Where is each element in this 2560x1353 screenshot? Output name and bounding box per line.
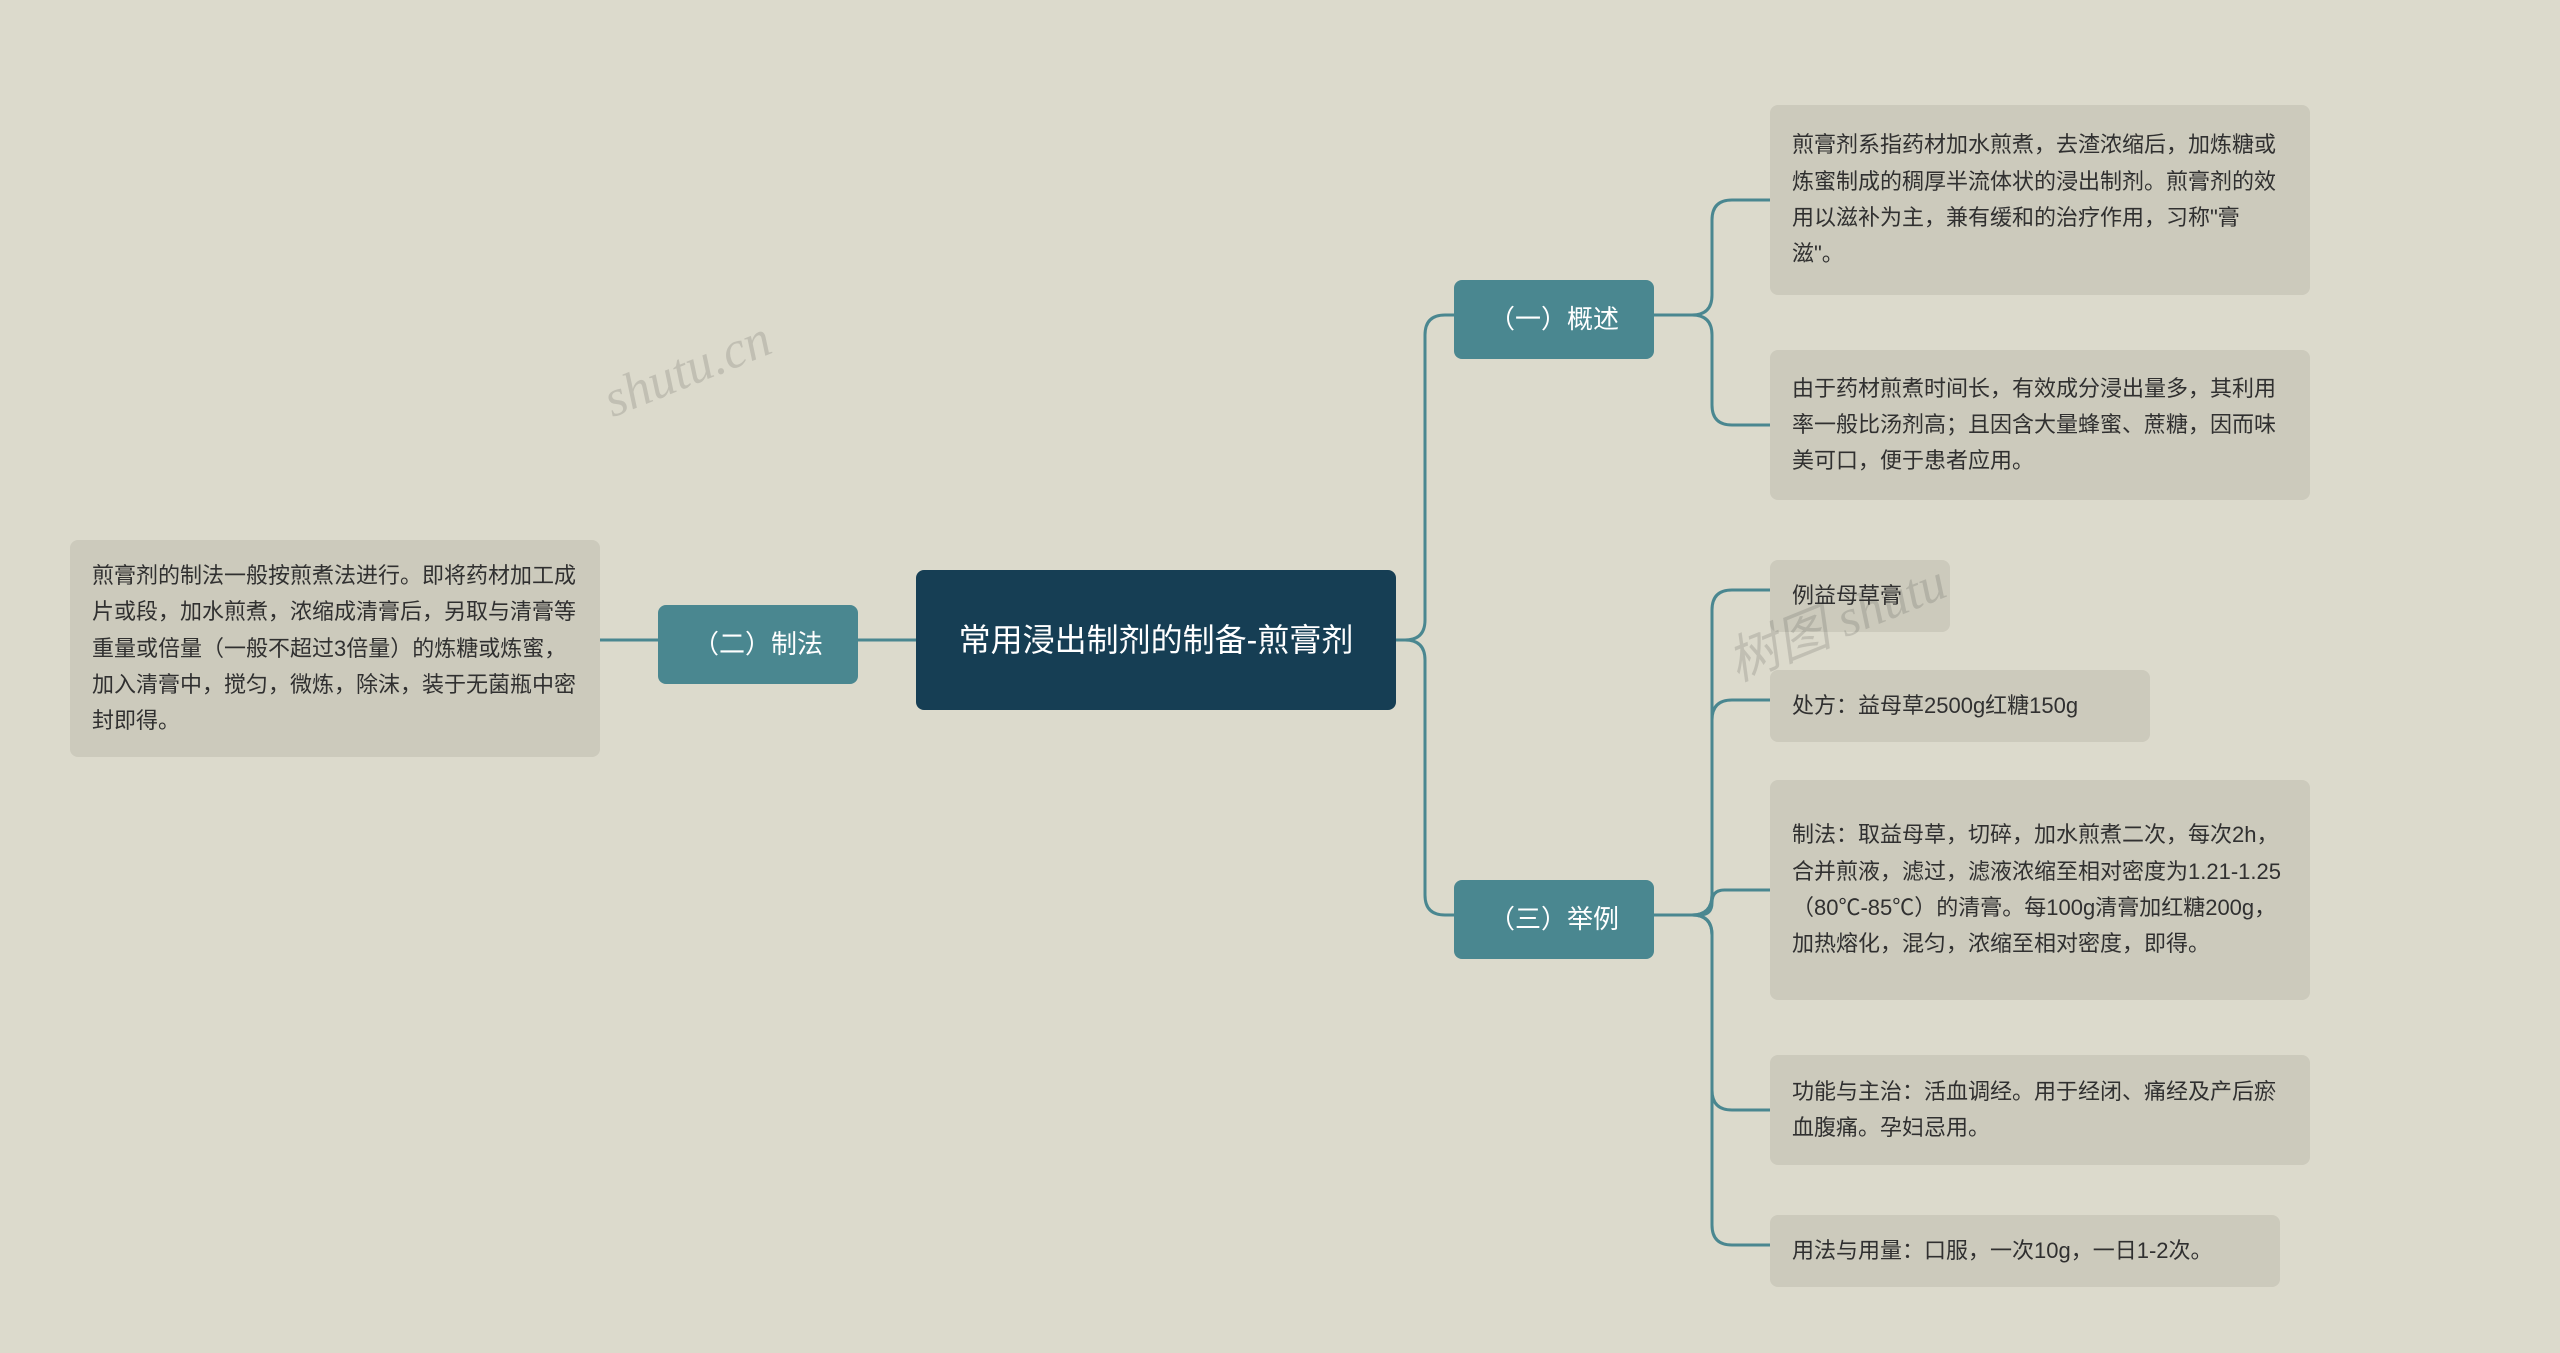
leaf-node[interactable]: 功能与主治：活血调经。用于经闭、痛经及产后瘀血腹痛。孕妇忌用。 (1770, 1055, 2310, 1165)
root-node[interactable]: 常用浸出制剂的制备-煎膏剂 (916, 570, 1396, 710)
branch-node[interactable]: （二）制法 (658, 605, 858, 684)
leaf-node[interactable]: 制法：取益母草，切碎，加水煎煮二次，每次2h，合并煎液，滤过，滤液浓缩至相对密度… (1770, 780, 2310, 1000)
branch-node[interactable]: （一）概述 (1454, 280, 1654, 359)
leaf-node[interactable]: 煎膏剂的制法一般按煎煮法进行。即将药材加工成片或段，加水煎煮，浓缩成清膏后，另取… (70, 540, 600, 757)
leaf-node[interactable]: 由于药材煎煮时间长，有效成分浸出量多，其利用率一般比汤剂高；且因含大量蜂蜜、蔗糖… (1770, 350, 2310, 500)
branch-node[interactable]: （三）举例 (1454, 880, 1654, 959)
leaf-node[interactable]: 处方：益母草2500g红糖150g (1770, 670, 2150, 742)
watermark: shutu.cn (595, 309, 779, 429)
leaf-node[interactable]: 煎膏剂系指药材加水煎煮，去渣浓缩后，加炼糖或炼蜜制成的稠厚半流体状的浸出制剂。煎… (1770, 105, 2310, 295)
leaf-node[interactable]: 用法与用量：口服，一次10g，一日1-2次。 (1770, 1215, 2280, 1287)
leaf-node[interactable]: 例益母草膏 (1770, 560, 1950, 632)
